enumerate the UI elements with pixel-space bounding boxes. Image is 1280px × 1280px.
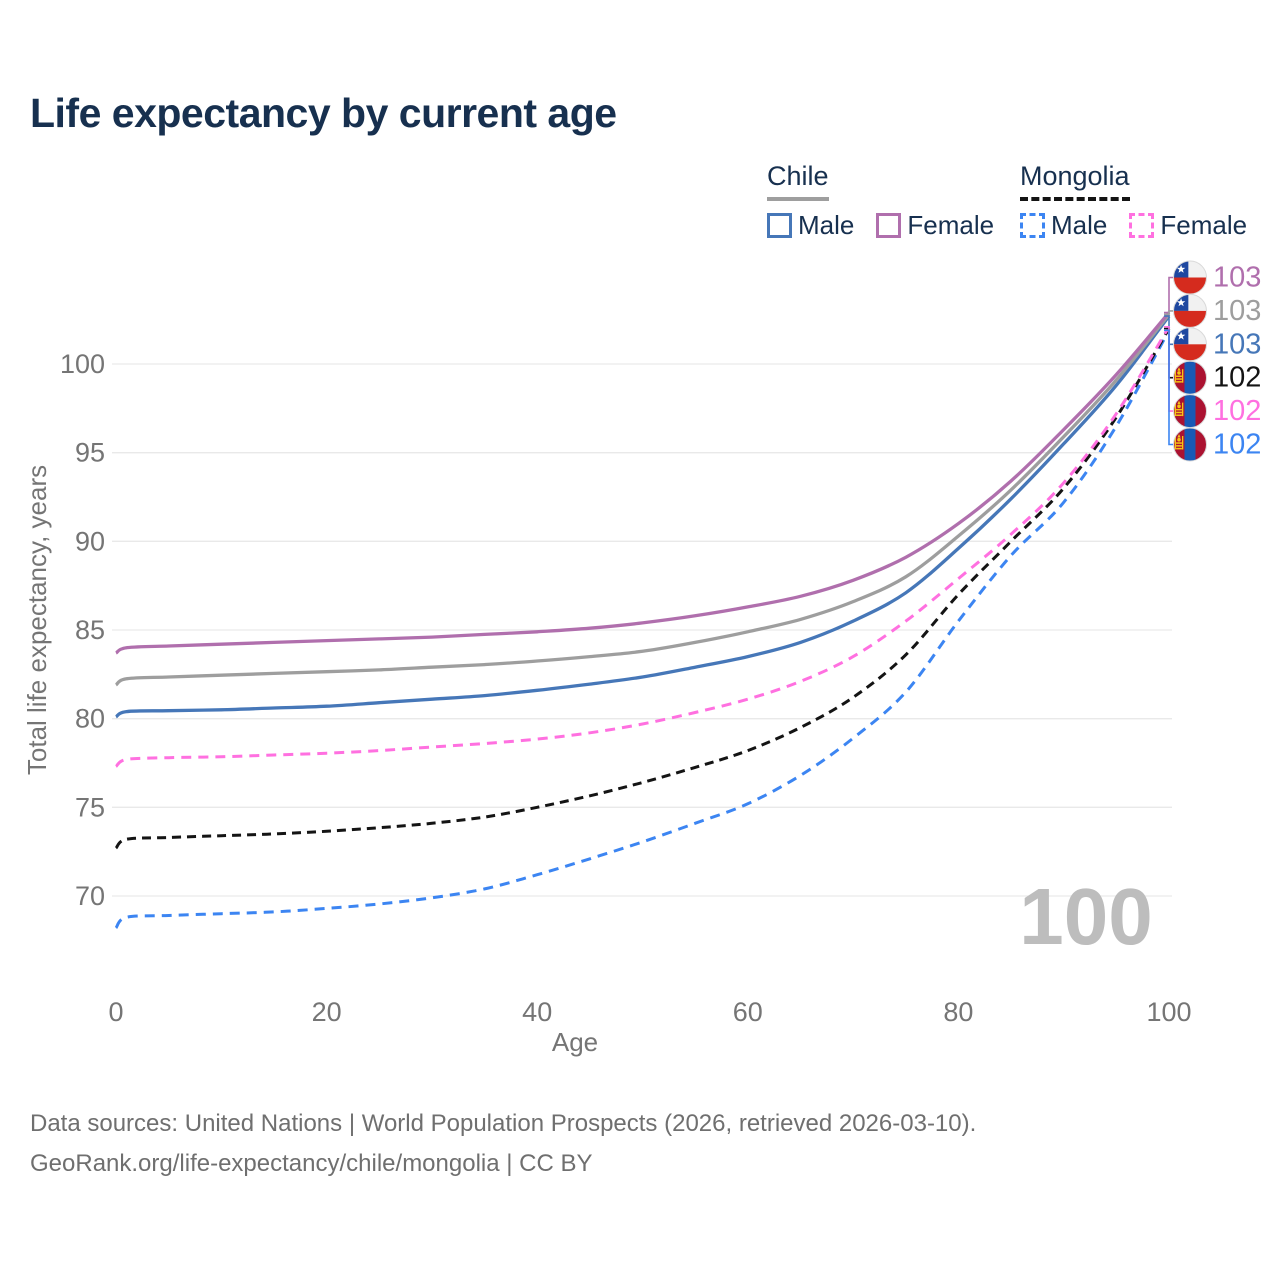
legend-item-mongolia-female[interactable]: Female <box>1129 210 1247 241</box>
legend-label-chile-male: Male <box>798 210 855 240</box>
legend-items-chile: Male Female <box>767 210 994 241</box>
mongolia-male-swatch-icon <box>1020 213 1045 238</box>
y-tick-label: 80 <box>75 704 105 734</box>
chile-flag-icon <box>1173 293 1207 328</box>
y-tick-label: 85 <box>75 615 105 645</box>
end-label-leader <box>1164 276 1174 314</box>
x-tick-label: 100 <box>1146 997 1191 1027</box>
y-tick-label: 70 <box>75 881 105 911</box>
mongolia-flag-icon <box>1173 394 1207 429</box>
end-label-value-mongolia_total: 102 <box>1213 362 1261 394</box>
legend-item-chile-female[interactable]: Female <box>876 210 994 241</box>
end-label-leader <box>1164 329 1174 446</box>
series-line-chile_male[interactable] <box>115 315 1171 719</box>
series-line-chile_total[interactable] <box>114 313 1171 687</box>
legend-label-mongolia-male: Male <box>1051 210 1108 240</box>
footer-data-sources: Data sources: United Nations | World Pop… <box>30 1110 977 1137</box>
end-label-value-chile_total: 103 <box>1213 295 1261 327</box>
mongolia-female-swatch-icon <box>1129 213 1155 238</box>
legend-label-chile-female: Female <box>907 210 995 240</box>
x-tick-label: 80 <box>943 997 973 1027</box>
legend-label-mongolia-female: Female <box>1160 210 1248 240</box>
chile-flag-icon <box>1173 327 1207 362</box>
series-line-chile_female[interactable] <box>115 311 1171 655</box>
chile-male-swatch-icon <box>767 213 792 238</box>
mongolia-flag-icon <box>1173 427 1207 462</box>
age-indicator: 100 <box>1019 872 1152 961</box>
end-label-value-chile_female: 103 <box>1213 262 1261 294</box>
x-axis-title: Age <box>552 1027 598 1057</box>
legend-item-mongolia-male[interactable]: Male <box>1020 210 1107 241</box>
series-line-mongolia_male[interactable] <box>114 329 1171 929</box>
end-label-value-chile_male: 103 <box>1213 328 1261 360</box>
y-tick-label: 90 <box>75 526 105 556</box>
legend-item-chile-male[interactable]: Male <box>767 210 854 241</box>
mongolia-flag-icon <box>1173 360 1207 395</box>
legend-group-mongolia: Mongolia Male Female <box>1020 161 1247 241</box>
y-tick-label: 100 <box>60 349 105 379</box>
chile-flag-icon <box>1173 260 1207 295</box>
y-axis-title: Total life expectancy, years <box>22 465 52 775</box>
legend-country-mongolia[interactable]: Mongolia <box>1020 161 1130 201</box>
end-label-value-mongolia_male: 102 <box>1213 429 1261 461</box>
page-title: Life expectancy by current age <box>30 90 617 136</box>
x-tick-label: 20 <box>312 997 342 1027</box>
legend-country-chile[interactable]: Chile <box>767 161 829 201</box>
legend-group-chile: Chile Male Female <box>767 161 994 241</box>
footer-attribution: GeoRank.org/life-expectancy/chile/mongol… <box>30 1150 593 1177</box>
x-tick-label: 40 <box>522 997 552 1027</box>
end-label-value-mongolia_female: 102 <box>1213 395 1261 427</box>
y-tick-label: 95 <box>75 438 105 468</box>
x-tick-label: 0 <box>108 997 123 1027</box>
footer: Data sources: United Nations | World Pop… <box>30 1104 976 1184</box>
y-tick-label: 75 <box>75 792 105 822</box>
end-label-leader <box>1164 310 1174 316</box>
legend-items-mongolia: Male Female <box>1020 210 1247 241</box>
series-line-mongolia_female[interactable] <box>114 326 1171 768</box>
chile-female-swatch-icon <box>876 213 902 238</box>
series-line-mongolia_total[interactable] <box>114 327 1171 850</box>
x-tick-label: 60 <box>733 997 763 1027</box>
